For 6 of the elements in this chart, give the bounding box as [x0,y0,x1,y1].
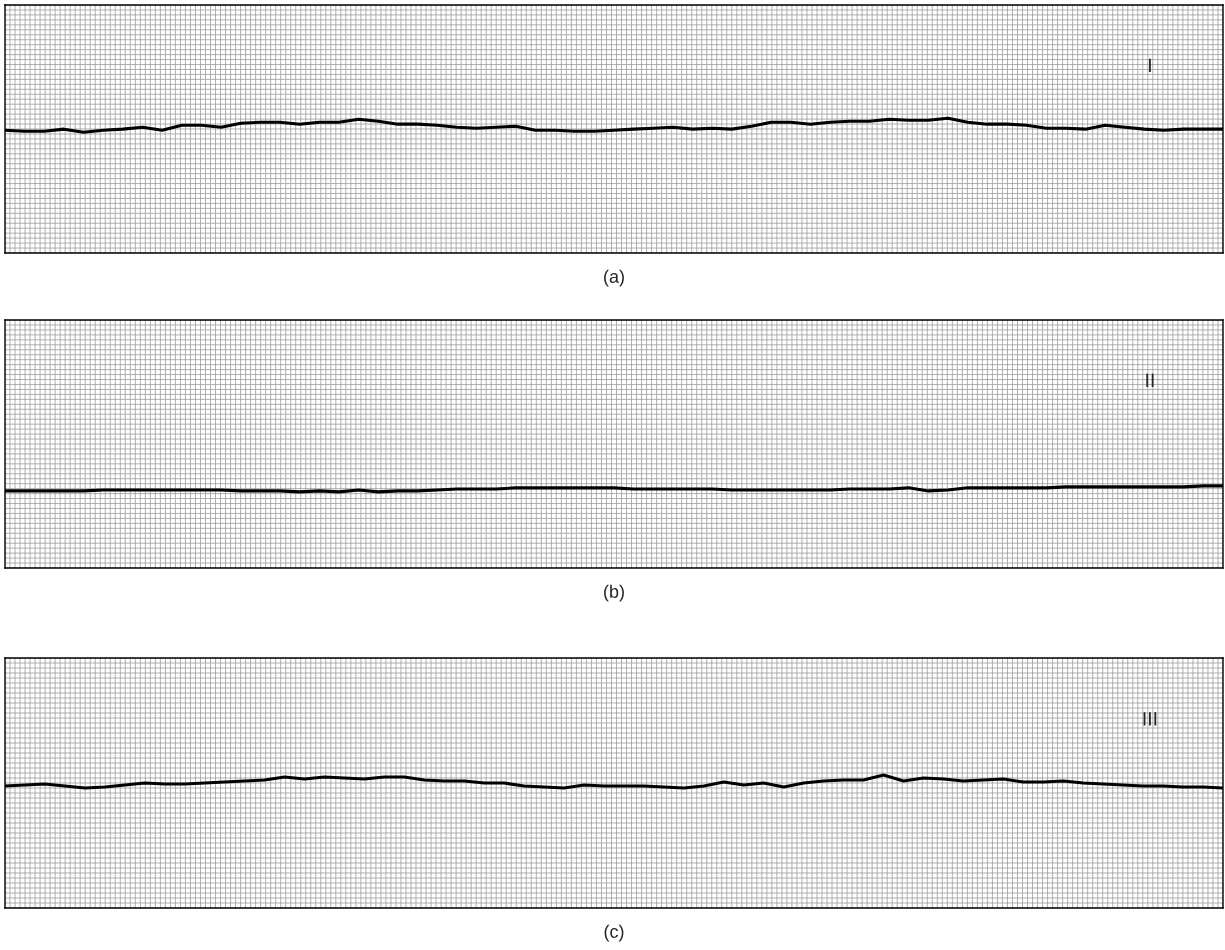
text: II [1146,373,1154,388]
x-axis-title: (a) [604,269,624,287]
text: III [1143,712,1157,726]
text: I [1149,58,1151,73]
x-axis-title: (b) [604,584,624,602]
x-axis-title: (c) [604,924,624,942]
